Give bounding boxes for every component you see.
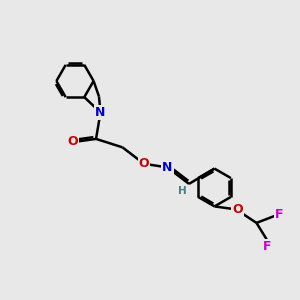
Text: N: N [95, 106, 106, 119]
Text: F: F [263, 240, 271, 254]
Text: O: O [68, 135, 78, 148]
Text: F: F [275, 208, 284, 221]
Text: N: N [162, 161, 172, 174]
Text: O: O [232, 203, 243, 216]
Text: O: O [139, 157, 149, 170]
Text: H: H [178, 185, 187, 196]
